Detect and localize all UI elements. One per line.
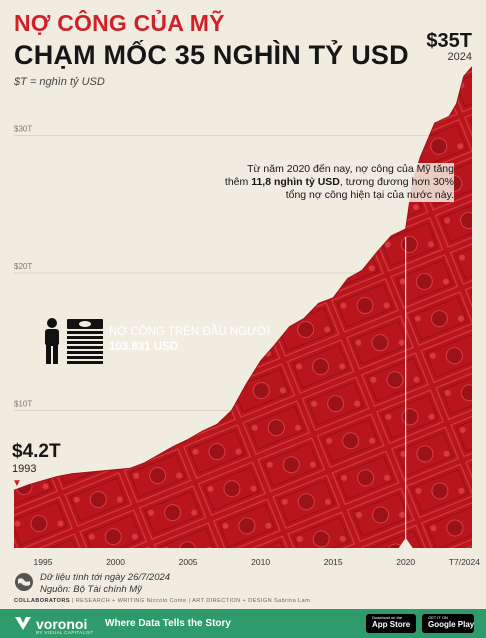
debt-area-chart: $10T $20T $30T 1995 2000 2005 2010 2015 2020 T7/… <box>13 66 480 567</box>
brand-subtitle: BY VISUAL CAPITALIST <box>36 630 94 635</box>
y-tick-label: $20T <box>14 262 32 271</box>
app-store-button[interactable]: Download on the App Store <box>366 614 416 633</box>
brand-name: voronoi <box>36 616 88 632</box>
google-play-text: Google Play <box>428 620 475 629</box>
google-play-button[interactable]: GET IT ON Google Play <box>422 614 474 633</box>
person-icon <box>45 318 59 364</box>
x-tick-label: T7/2024 <box>449 557 480 567</box>
x-tick-label: 2005 <box>179 557 198 567</box>
start-value-label: $4.2T <box>12 441 61 462</box>
credits: COLLABORATORS | RESEARCH + WRITING Nicco… <box>14 598 311 604</box>
title-line-1: NỢ CÔNG CỦA MỸ <box>14 10 225 36</box>
marker-triangle-2020 <box>398 538 413 548</box>
title-line-2: CHẠM MỐC 35 NGHÌN TỶ USD <box>14 40 409 70</box>
credits-research-name: Niccolo Conte <box>146 598 187 604</box>
cash-stack-icon <box>67 319 103 364</box>
end-year-label: 2024 <box>447 51 472 63</box>
debt-area <box>14 66 472 549</box>
credits-design-name: Sabrina Lam <box>274 598 311 604</box>
notes: Dữ liệu tính tới ngày 26/7/2024 Nguồn: B… <box>40 572 170 596</box>
x-tick-label: 2020 <box>396 557 415 567</box>
per-capita-label: NỢ CÔNG TRÊN ĐẦU NGƯỜI <box>109 326 270 338</box>
annotation-2020: Từ năm 2020 đến nay, nợ công của Mỹ tăng… <box>222 163 454 202</box>
tagline: Where Data Tells the Story <box>105 618 231 629</box>
per-capita-value: 103.831 USD <box>109 341 179 353</box>
app-store-text: App Store <box>372 620 411 629</box>
credits-research-role: RESEARCH + WRITING <box>75 598 145 604</box>
app-store-small-text: Download on the <box>372 615 403 620</box>
footer-bar: voronoi BY VISUAL CAPITALIST Where Data … <box>0 609 486 638</box>
google-play-small-text: GET IT ON <box>428 615 448 620</box>
unit-note: $T = nghìn tỷ USD <box>14 76 105 88</box>
y-tick-label: $10T <box>14 400 32 409</box>
start-year-label: 1993 <box>12 463 37 475</box>
start-arrow-icon: ▼ <box>12 478 22 489</box>
x-tick-label: 2015 <box>324 557 343 567</box>
y-tick-label: $30T <box>14 125 32 134</box>
end-value-label: $35T <box>426 30 472 52</box>
voronoi-logo-icon <box>15 617 31 630</box>
data-date-note: Dữ liệu tính tới ngày 26/7/2024 <box>40 572 171 583</box>
credits-design-role: ART DIRECTION + DESIGN <box>192 598 273 604</box>
x-tick-label: 2010 <box>251 557 270 567</box>
x-tick-label: 2000 <box>106 557 125 567</box>
x-tick-label: 1995 <box>34 557 53 567</box>
globe-icon <box>15 573 33 591</box>
credits-collaborators: COLLABORATORS <box>14 598 70 604</box>
source-note: Nguồn: Bộ Tài chính Mỹ <box>40 584 142 595</box>
